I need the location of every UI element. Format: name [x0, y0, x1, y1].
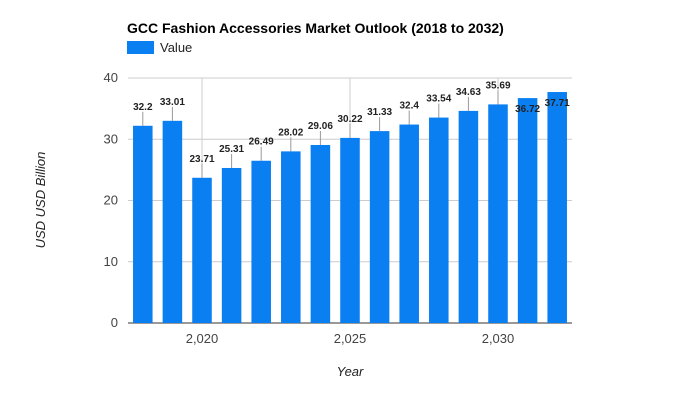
- legend-label: Value: [160, 40, 192, 55]
- data-label: 28.02: [278, 127, 303, 138]
- data-label: 25.31: [219, 144, 244, 155]
- bar: [133, 125, 153, 324]
- bar: [251, 160, 271, 323]
- data-label: 33.01: [160, 97, 185, 108]
- y-axis-label: USD USD Billion: [33, 152, 48, 249]
- y-tick-label: 10: [104, 254, 118, 269]
- x-tick-label: 2,020: [186, 331, 219, 346]
- data-label: 32.2: [133, 102, 153, 113]
- y-axis-ticks: 0 10 20 30 40: [104, 70, 118, 330]
- x-axis-ticks: 2,020 2,025 2,030: [186, 331, 515, 346]
- data-label: 36.72: [515, 104, 540, 115]
- data-label: 30.22: [337, 114, 362, 125]
- data-label: 35.69: [485, 80, 510, 91]
- data-label: 33.54: [426, 94, 451, 105]
- bar: [458, 110, 479, 323]
- x-axis-label: Year: [337, 364, 364, 379]
- bar: [399, 124, 419, 323]
- x-tick-label: 2,030: [482, 331, 515, 346]
- bar: [547, 92, 567, 324]
- data-label: 32.4: [399, 101, 419, 112]
- data-label: 26.49: [249, 137, 274, 148]
- y-tick-label: 20: [104, 193, 118, 208]
- y-tick-label: 0: [111, 315, 118, 330]
- legend-swatch: [127, 41, 154, 54]
- bar: [221, 167, 242, 323]
- bar: [340, 137, 360, 323]
- bar: [310, 145, 331, 323]
- data-label: 29.06: [308, 121, 333, 132]
- y-tick-label: 40: [104, 70, 118, 85]
- data-label: 31.33: [367, 107, 392, 118]
- bar: [281, 151, 301, 323]
- bar: [192, 177, 212, 323]
- data-label: 23.71: [189, 154, 214, 165]
- bar: [429, 117, 449, 323]
- chart-title: GCC Fashion Accessories Market Outlook (…: [127, 20, 504, 36]
- data-label: 37.71: [545, 98, 570, 109]
- bar: [369, 131, 390, 323]
- data-labels: 32.2 33.01 23.71 25.31 26.49 28.02 29.06 30.22 3…: [133, 80, 570, 178]
- y-tick-label: 30: [104, 131, 118, 146]
- x-tick-label: 2,025: [334, 331, 367, 346]
- bars: [133, 92, 567, 324]
- bar: [162, 120, 183, 323]
- data-label: 34.63: [456, 87, 481, 98]
- bar: [488, 104, 508, 324]
- bar: [517, 98, 538, 323]
